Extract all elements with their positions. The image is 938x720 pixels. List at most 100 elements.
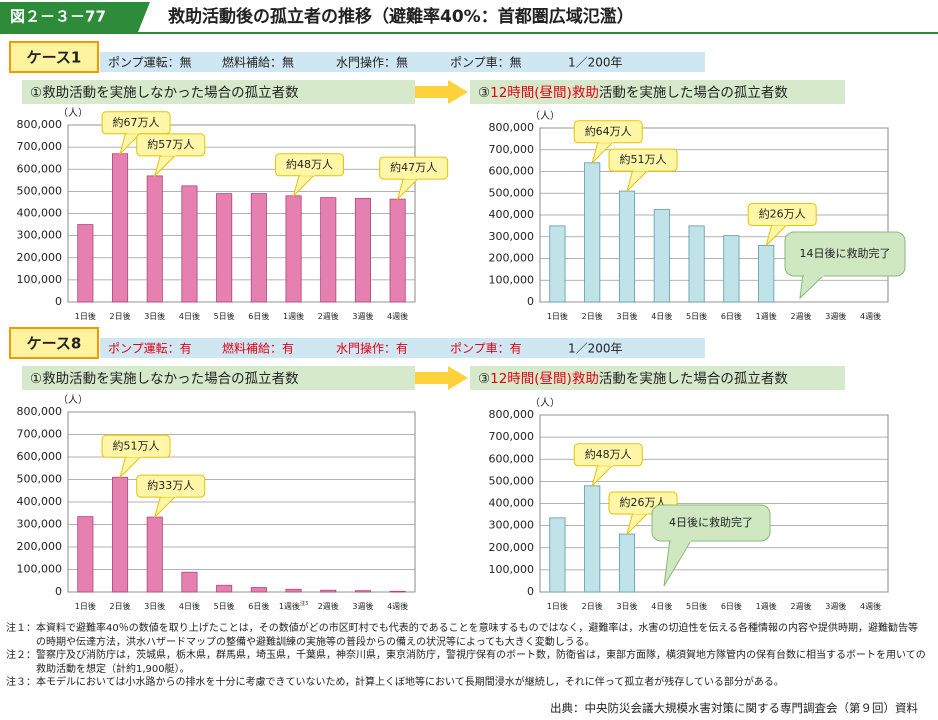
y-tick-label: 500,000 [17,473,63,486]
x-tick-text: 1週後 [279,601,300,611]
y-unit: （人） [530,110,560,122]
y-tick-label: 0 [55,295,62,308]
x-tick-text: 3週後 [352,601,373,611]
note: 注２：警察庁及び消防庁は，茨城県，栃木県，群馬県，埼玉県，千葉県，神奈川県，東京… [6,650,926,675]
x-tick-label: 4日後 [179,311,200,321]
notes: 注１：本資料で避難率40％の数値を取り上げたことは，その数値がどの市区町村でも代… [6,622,926,690]
x-tick-text: 2週後 [790,311,811,321]
x-tick-text: 3日後 [144,601,165,611]
x-tick-label: 2週後 [790,601,811,611]
bar [285,195,302,303]
value-label: 約51万人 [113,438,160,452]
y-tick-label: 500,000 [489,474,535,487]
callout-cover [599,462,614,466]
chart-title-box [22,366,415,390]
bar [354,590,371,593]
figure-title: 救助活動後の孤立者の推移（避難率40%：首都圏広域氾濫） [168,6,634,27]
bar [250,587,267,593]
bar [146,516,163,593]
bar [653,209,670,303]
x-tick-label: 4週後 [387,311,408,321]
chart-title-part: ①救助活動を実施しなかった場合の孤立者数 [30,85,299,101]
bar [320,589,337,593]
x-tick-label: 4週後 [860,311,881,321]
x-tick-label: 1週後 [756,601,777,611]
note: 注３：本モデルにおいては小水路からの排水を十分に考慮できていないため，計算上くぼ… [6,677,784,688]
y-unit: （人） [58,394,88,406]
bar [320,197,337,303]
x-tick-text: 1週後 [756,311,777,321]
bar [77,224,94,303]
bar [723,235,740,303]
case-condition: 1／200年 [568,56,623,70]
x-tick-label: 4日後 [651,311,672,321]
x-tick-text: 3週後 [825,311,846,321]
chart-title-box [22,80,415,104]
bar [688,225,705,303]
x-tick-label: 2週後 [318,601,339,611]
value-label: 約33万人 [147,478,194,492]
chart-title-part: 活動を実施した場合の孤立者数 [599,371,788,387]
bar [250,193,267,303]
callout-cover [161,152,176,156]
y-tick-label: 200,000 [17,540,63,553]
annotation: 4日後に救助完了 [669,515,753,529]
figure-badge [0,2,150,32]
bar [584,485,601,593]
case-condition: ポンプ車：有 [450,342,522,356]
y-tick-label: 800,000 [489,121,535,134]
case-label: ケース8 [27,335,82,353]
x-tick-label: 6日後 [248,601,269,611]
x-tick-text: 1週後 [756,601,777,611]
x-tick-text: 5日後 [686,311,707,321]
y-tick-label: 300,000 [489,230,535,243]
y-tick-label: 700,000 [17,428,63,441]
y-tick-label: 0 [527,585,534,598]
x-tick-label: 2週後 [318,311,339,321]
x-tick-label: 6日後 [721,601,742,611]
y-tick-label: 600,000 [17,450,63,463]
bar [618,190,636,303]
x-tick-label: 4週後 [387,601,408,611]
y-tick-label: 500,000 [17,184,63,197]
x-tick-text: 4日後 [179,311,200,321]
chart-title-part: ③ [478,371,490,387]
x-tick-text: 2週後 [318,311,339,321]
y-tick-label: 600,000 [489,452,535,465]
x-tick-text: 1週後 [283,311,304,321]
x-tick-label: 5日後 [214,311,235,321]
x-tick-label: 4日後 [179,601,200,611]
chart-title-part: 12時間(昼間)救助 [490,371,599,387]
y-tick-label: 200,000 [17,251,63,264]
bar [618,533,636,593]
callout-cover [127,454,142,458]
figure-number: 図２－３－77 [10,8,106,26]
case-condition: 水門操作：有 [336,341,408,356]
x-tick-text: 3日後 [144,311,165,321]
y-tick-label: 600,000 [489,165,535,178]
x-tick-label: 4日後 [651,601,672,611]
x-tick-text: 5日後 [686,601,707,611]
x-tick-text: 4日後 [179,601,200,611]
x-tick-text: 2日後 [582,601,603,611]
callout-cover [599,139,614,143]
x-tick-text: 2日後 [582,311,603,321]
chart-title-box [470,366,845,390]
y-tick-label: 800,000 [489,408,535,421]
case-label: ケース1 [27,49,82,67]
callout-cover [634,511,648,515]
bar [216,193,233,303]
x-tick-text: 2週後 [318,601,339,611]
case-label-box [9,327,99,359]
case-condition: 燃料補給：無 [222,55,294,70]
x-tick-text: 3週後 [825,601,846,611]
bar [112,153,129,303]
x-tick-label: 5日後 [686,311,707,321]
callout-cover [300,172,315,176]
bar [389,590,406,593]
x-tick-text: 5日後 [214,311,235,321]
chart-title-part: ③ [478,85,490,101]
y-tick-label: 600,000 [17,162,63,175]
bar [758,245,775,303]
